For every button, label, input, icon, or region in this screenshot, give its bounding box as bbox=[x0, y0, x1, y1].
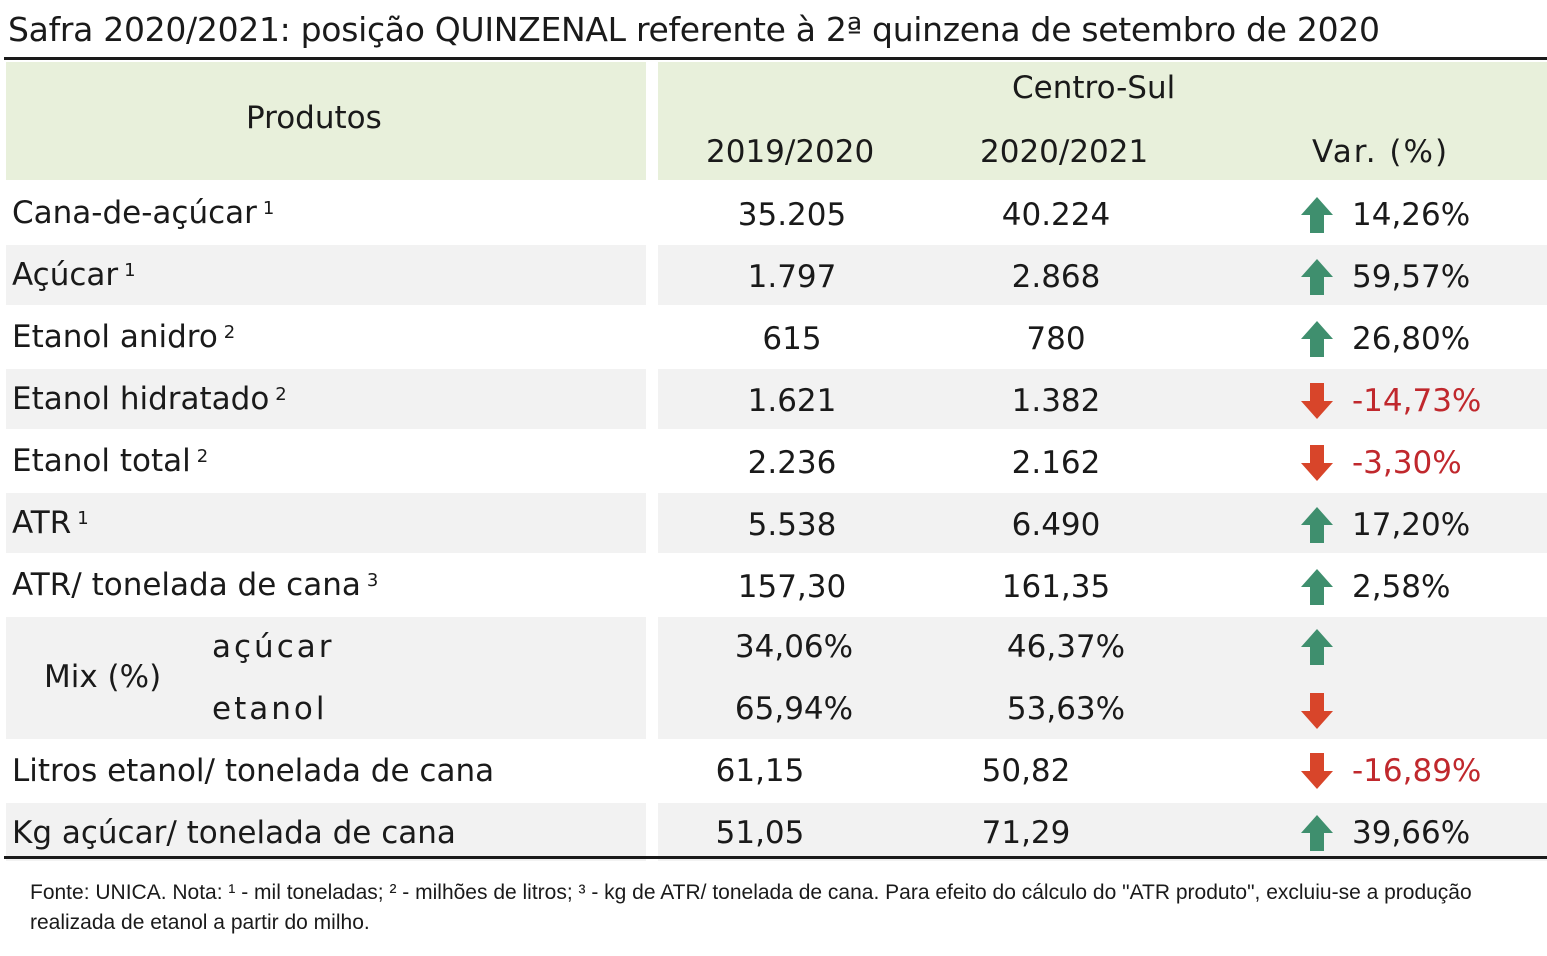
row-label: Açúcar 1 bbox=[12, 257, 136, 293]
row-label: Litros etanol/ tonelada de cana bbox=[12, 753, 495, 789]
arrow-up-icon bbox=[1300, 195, 1334, 235]
row-bg-left bbox=[6, 803, 646, 861]
row-bg-left bbox=[6, 369, 646, 429]
header-col-2019-2020: 2019/2020 bbox=[706, 134, 875, 170]
row-bg-right bbox=[658, 803, 1547, 861]
table-row: Açúcar 1 1.797 2.868 59,57% bbox=[0, 245, 1547, 305]
header-products: Produtos bbox=[246, 100, 382, 136]
footnote-marker: 2 bbox=[275, 384, 287, 405]
arrow-down-icon bbox=[1300, 751, 1334, 791]
value-2019-2020: 51,05 bbox=[715, 815, 805, 851]
arrow-down-icon bbox=[1300, 691, 1334, 731]
value-2020-2021: 71,29 bbox=[981, 815, 1071, 851]
variation-value: 26,80% bbox=[1352, 321, 1471, 357]
table-row: Litros etanol/ tonelada de cana 61,15 50,8… bbox=[0, 741, 1547, 799]
header-col-2020-2021: 2020/2021 bbox=[980, 134, 1149, 170]
value-2020-2021: 161,35 bbox=[1001, 569, 1111, 605]
value-2019-2020: 5.538 bbox=[747, 507, 837, 543]
value-2020-2021: 1.382 bbox=[1011, 383, 1101, 419]
row-label: Cana-de-açúcar 1 bbox=[12, 195, 275, 231]
variation-value: -3,30% bbox=[1352, 445, 1462, 481]
variation-value: 59,57% bbox=[1352, 259, 1471, 295]
row-bg-right bbox=[658, 493, 1547, 553]
table-row: Cana-de-açúcar 1 35.205 40.224 14,26% bbox=[0, 183, 1547, 243]
value-2019-2020: 1.621 bbox=[747, 383, 837, 419]
value-2020-2021: 40.224 bbox=[1001, 197, 1111, 233]
row-bg-right bbox=[658, 369, 1547, 429]
variation-value: 39,66% bbox=[1352, 815, 1471, 851]
value-2020-2021: 2.868 bbox=[1011, 259, 1101, 295]
value-2020-2021: 2.162 bbox=[1011, 445, 1101, 481]
row-label: Etanol total 2 bbox=[12, 443, 209, 479]
row-label: ATR/ tonelada de cana 3 bbox=[12, 567, 379, 603]
arrow-up-icon bbox=[1300, 257, 1334, 297]
footnote-marker: 2 bbox=[223, 322, 236, 343]
variation-value: -14,73% bbox=[1352, 383, 1482, 419]
footnote-marker: 1 bbox=[262, 198, 275, 219]
arrow-up-icon bbox=[1300, 505, 1334, 545]
row-bg-left bbox=[6, 245, 646, 305]
value-2019-2020: 157,30 bbox=[737, 569, 847, 605]
top-rule bbox=[4, 57, 1547, 60]
arrow-up-icon bbox=[1300, 813, 1334, 853]
value-2019-2020: 2.236 bbox=[747, 445, 837, 481]
header-region: Centro-Sul bbox=[1012, 70, 1176, 106]
bottom-rule bbox=[4, 856, 1547, 859]
arrow-up-icon bbox=[1300, 627, 1334, 667]
arrow-down-icon bbox=[1300, 443, 1334, 483]
variation-value: -16,89% bbox=[1352, 753, 1482, 789]
variation-value: 2,58% bbox=[1352, 569, 1451, 605]
mix-ethanol-2020-2021: 53,63% bbox=[1006, 691, 1126, 727]
row-label: ATR 1 bbox=[12, 505, 89, 541]
header-products-cell: Produtos bbox=[6, 62, 646, 180]
table-row: Etanol anidro 2 615 780 26,80% bbox=[0, 307, 1547, 367]
arrow-up-icon bbox=[1300, 319, 1334, 359]
row-bg-right bbox=[658, 617, 1547, 739]
header-col-var: Var. (%) bbox=[1312, 134, 1450, 170]
value-2019-2020: 1.797 bbox=[747, 259, 837, 295]
row-label: Etanol anidro 2 bbox=[12, 319, 236, 355]
header-region-cell: Centro-Sul 2019/2020 2020/2021 Var. (%) bbox=[658, 62, 1547, 180]
table-row: ATR/ tonelada de cana 3 157,30 161,35 2,58% bbox=[0, 555, 1547, 615]
table-row-mix: Mix (%) açúcar etanol 34,06% 46,37% 65,94% 53,… bbox=[0, 617, 1547, 739]
value-2020-2021: 780 bbox=[1026, 321, 1086, 357]
value-2020-2021: 6.490 bbox=[1011, 507, 1101, 543]
table-row: Etanol total 2 2.236 2.162 -3,30% bbox=[0, 431, 1547, 491]
table-row: ATR 1 5.538 6.490 17,20% bbox=[0, 493, 1547, 553]
mix-ethanol-2019-2020: 65,94% bbox=[734, 691, 854, 727]
footnote-marker: 1 bbox=[124, 260, 136, 281]
value-2020-2021: 50,82 bbox=[981, 753, 1071, 789]
value-2019-2020: 615 bbox=[762, 321, 822, 357]
arrow-up-icon bbox=[1300, 567, 1334, 607]
mix-ethanol-label: etanol bbox=[212, 691, 328, 727]
mix-label: Mix (%) bbox=[44, 659, 162, 695]
variation-value: 14,26% bbox=[1352, 197, 1471, 233]
row-bg-left bbox=[6, 493, 646, 553]
row-bg-left bbox=[6, 617, 646, 739]
table-row: Etanol hidratado 2 1.621 1.382 -14,73% bbox=[0, 369, 1547, 429]
arrow-down-icon bbox=[1300, 381, 1334, 421]
footnote-marker: 1 bbox=[77, 508, 89, 529]
footnote-marker: 2 bbox=[196, 446, 209, 467]
page-title: Safra 2020/2021: posição QUINZENAL refer… bbox=[8, 10, 1380, 49]
row-label: Etanol hidratado 2 bbox=[12, 381, 287, 417]
mix-sugar-2019-2020: 34,06% bbox=[734, 629, 854, 665]
mix-sugar-label: açúcar bbox=[212, 629, 335, 665]
row-label: Kg açúcar/ tonelada de cana bbox=[12, 815, 456, 851]
table-row: Kg açúcar/ tonelada de cana 51,05 71,29 39,… bbox=[0, 803, 1547, 861]
value-2019-2020: 35.205 bbox=[737, 197, 847, 233]
footnote-marker: 3 bbox=[366, 570, 379, 591]
footnote: Fonte: UNICA. Nota: ¹ - mil toneladas; ²… bbox=[30, 881, 1472, 934]
row-bg-right bbox=[658, 245, 1547, 305]
variation-value: 17,20% bbox=[1352, 507, 1471, 543]
value-2019-2020: 61,15 bbox=[715, 753, 805, 789]
mix-sugar-2020-2021: 46,37% bbox=[1006, 629, 1126, 665]
